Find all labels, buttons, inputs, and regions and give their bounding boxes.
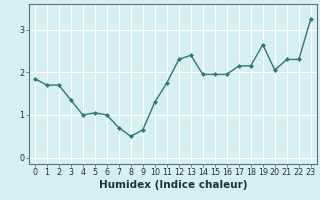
- X-axis label: Humidex (Indice chaleur): Humidex (Indice chaleur): [99, 180, 247, 190]
